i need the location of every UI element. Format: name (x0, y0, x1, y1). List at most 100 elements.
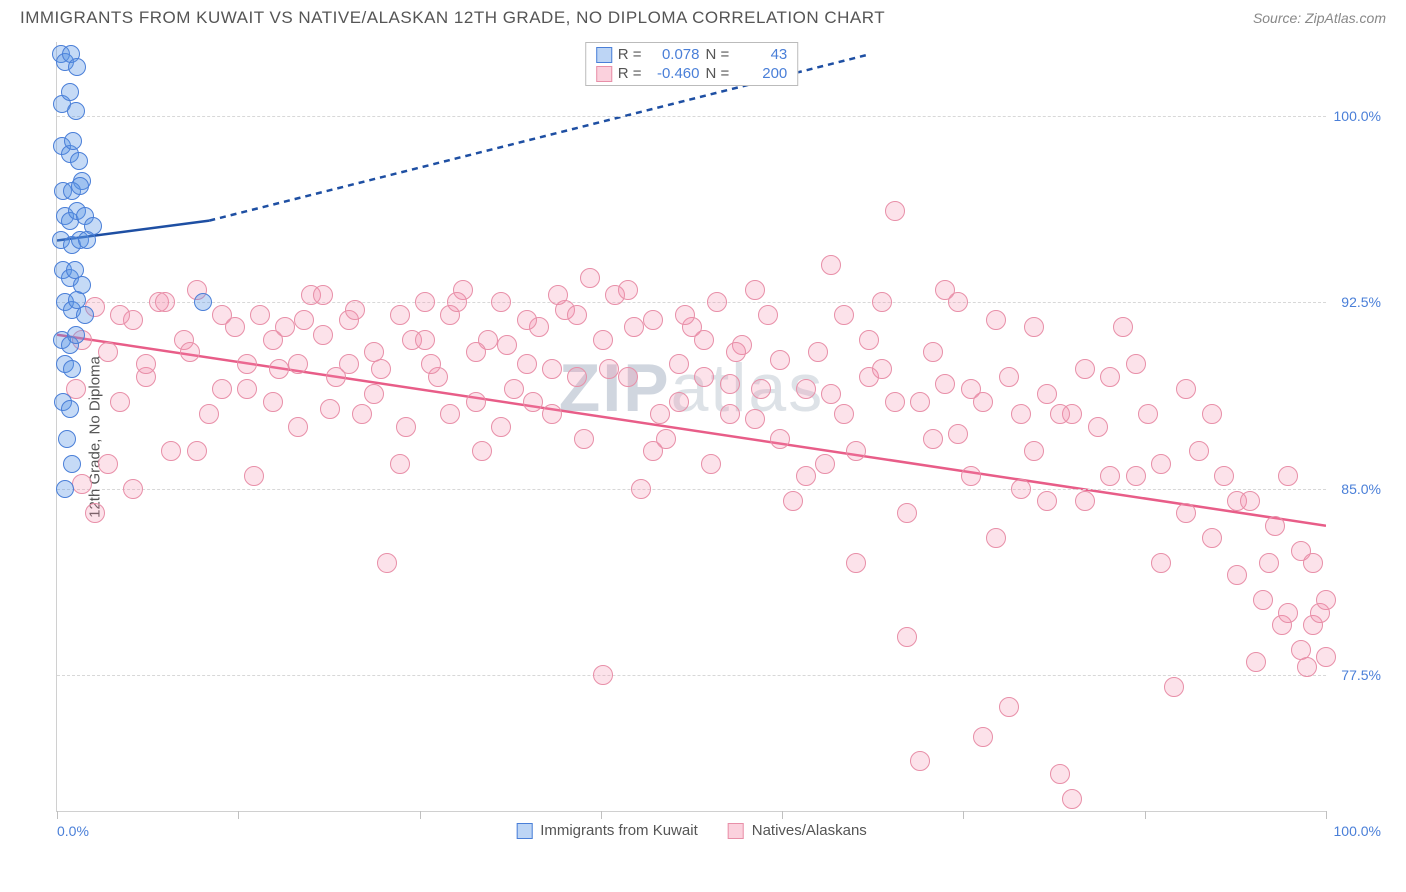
pink-point (542, 404, 562, 424)
pink-point (1316, 647, 1336, 667)
pink-point (517, 354, 537, 374)
pink-point (110, 305, 130, 325)
pink-point (796, 466, 816, 486)
blue-point (194, 293, 212, 311)
pink-point (98, 342, 118, 362)
pink-point (770, 350, 790, 370)
gridline (57, 302, 1326, 303)
pink-point (440, 404, 460, 424)
pink-point (1100, 466, 1120, 486)
pink-point (935, 374, 955, 394)
pink-point (1075, 491, 1095, 511)
pink-point (1100, 367, 1120, 387)
r-value-blue: 0.078 (648, 46, 700, 63)
pink-point (1024, 317, 1044, 337)
pink-point (720, 404, 740, 424)
pink-point (421, 354, 441, 374)
pink-point (923, 429, 943, 449)
trend-lines (57, 42, 1326, 811)
blue-point (78, 231, 96, 249)
pink-point (1088, 417, 1108, 437)
pink-point (1227, 565, 1247, 585)
pink-point (726, 342, 746, 362)
blue-point (64, 132, 82, 150)
r-label: R = (618, 65, 642, 82)
pink-point (935, 280, 955, 300)
swatch-blue-icon (596, 47, 612, 63)
pink-point (859, 330, 879, 350)
pink-point (1278, 466, 1298, 486)
pink-point (669, 354, 689, 374)
pink-point (643, 310, 663, 330)
pink-point (1240, 491, 1260, 511)
pink-point (288, 417, 308, 437)
blue-point (61, 83, 79, 101)
pink-point (872, 359, 892, 379)
series-legend: Immigrants from Kuwait Natives/Alaskans (516, 822, 867, 839)
pink-point (745, 409, 765, 429)
r-value-pink: -0.460 (648, 65, 700, 82)
x-tick (1326, 811, 1327, 819)
blue-point (67, 326, 85, 344)
pink-point (466, 392, 486, 412)
y-tick-label: 92.5% (1341, 294, 1381, 310)
pink-point (390, 305, 410, 325)
pink-point (1151, 454, 1171, 474)
pink-point (650, 404, 670, 424)
pink-point (339, 354, 359, 374)
pink-point (872, 292, 892, 312)
pink-point (1075, 359, 1095, 379)
pink-point (1202, 404, 1222, 424)
blue-point (63, 455, 81, 473)
x-tick (420, 811, 421, 819)
pink-point (897, 627, 917, 647)
pink-point (656, 429, 676, 449)
pink-point (161, 441, 181, 461)
pink-point (155, 292, 175, 312)
pink-point (288, 354, 308, 374)
pink-point (897, 503, 917, 523)
pink-point (1303, 553, 1323, 573)
swatch-pink-icon (728, 823, 744, 839)
pink-point (1202, 528, 1222, 548)
blue-point (71, 177, 89, 195)
pink-point (1176, 379, 1196, 399)
pink-point (364, 384, 384, 404)
pink-point (999, 367, 1019, 387)
pink-point (770, 429, 790, 449)
pink-point (815, 454, 835, 474)
n-label: N = (706, 65, 730, 82)
pink-point (624, 317, 644, 337)
pink-point (466, 342, 486, 362)
legend-item-blue: Immigrants from Kuwait (516, 822, 698, 839)
pink-point (631, 479, 651, 499)
pink-point (504, 379, 524, 399)
pink-point (821, 384, 841, 404)
legend-label-pink: Natives/Alaskans (752, 822, 867, 839)
pink-point (1176, 503, 1196, 523)
pink-point (447, 292, 467, 312)
pink-point (808, 342, 828, 362)
pink-point (390, 454, 410, 474)
correlation-legend: R = 0.078 N = 43 R = -0.460 N = 200 (585, 42, 799, 86)
pink-point (986, 310, 1006, 330)
pink-point (986, 528, 1006, 548)
pink-point (85, 503, 105, 523)
source-label: Source: ZipAtlas.com (1253, 10, 1386, 26)
pink-point (694, 330, 714, 350)
pink-point (751, 379, 771, 399)
pink-point (472, 441, 492, 461)
pink-point (1113, 317, 1133, 337)
pink-point (98, 454, 118, 474)
pink-point (1246, 652, 1266, 672)
pink-point (263, 392, 283, 412)
pink-point (973, 727, 993, 747)
pink-point (1037, 384, 1057, 404)
pink-point (834, 404, 854, 424)
pink-point (720, 374, 740, 394)
pink-point (548, 285, 568, 305)
corr-row-blue: R = 0.078 N = 43 (596, 45, 788, 64)
pink-point (352, 404, 372, 424)
pink-point (599, 359, 619, 379)
pink-point (999, 697, 1019, 717)
